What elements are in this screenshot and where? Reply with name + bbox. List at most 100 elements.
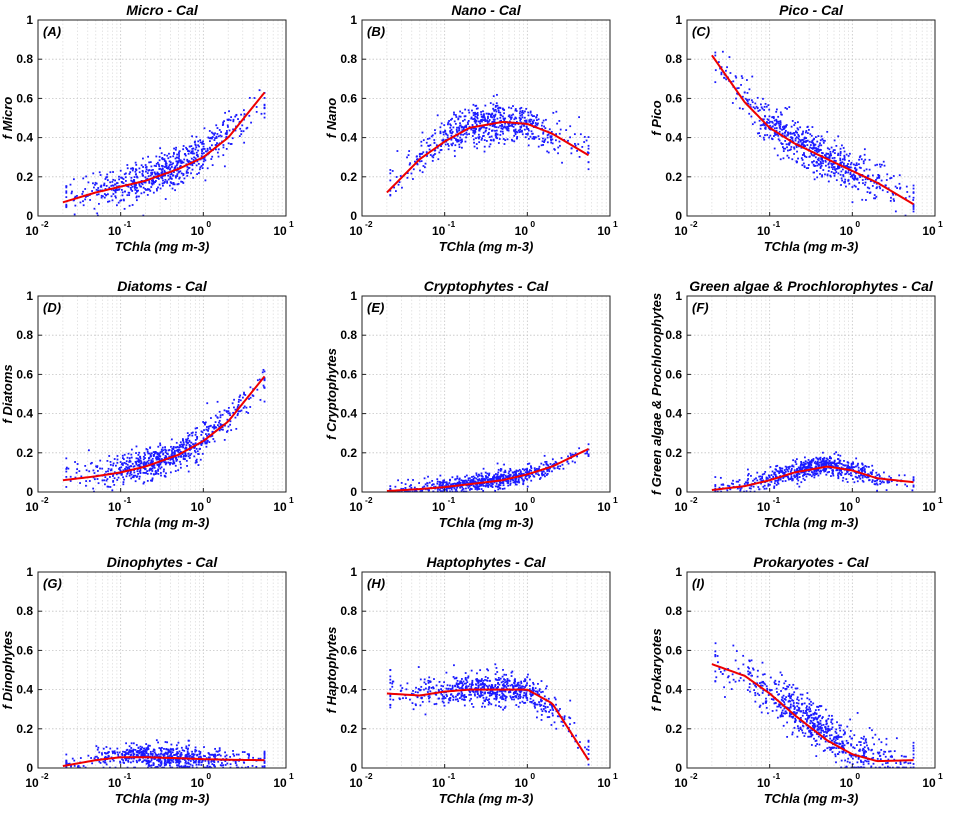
data-point [796,469,798,472]
data-point [459,122,461,125]
data-point [888,475,891,478]
data-point [164,741,167,743]
data-point [153,171,156,174]
x-axis-label: TChla (mg m-3) [764,515,859,530]
data-point [166,741,169,744]
data-point [523,125,525,127]
data-point [486,122,489,124]
data-point [143,181,145,184]
data-point [226,118,229,121]
data-point [515,477,518,480]
data-point [182,454,185,457]
data-point [485,484,487,487]
data-point [232,120,235,123]
data-point [746,92,749,94]
data-point [202,147,205,150]
data-point [863,169,866,172]
data-point [104,188,107,190]
panel-title: Micro - Cal [126,2,199,18]
data-point [458,477,461,480]
data-point [247,766,250,768]
data-point [231,137,234,140]
data-point [848,473,850,476]
data-point [806,473,809,475]
data-point [169,167,172,170]
data-point [817,469,820,472]
data-point [534,124,537,127]
data-point [200,430,203,433]
data-point [843,181,846,184]
data-point [847,163,849,165]
data-point [853,184,856,187]
data-point [803,463,806,466]
data-point [492,95,495,98]
data-point [473,120,476,123]
data-point [825,459,828,462]
data-point [187,470,190,473]
data-point [483,150,486,153]
data-point [128,465,131,468]
data-point [480,111,482,113]
data-point [229,755,232,758]
data-point [545,463,548,466]
data-point [135,195,138,198]
data-point [528,470,530,473]
data-point [823,456,826,459]
data-point [546,472,549,475]
data-point [449,126,452,129]
data-point [231,402,234,405]
data-point [484,130,487,133]
y-tick-label: 0 [675,209,682,223]
data-point [513,129,515,132]
data-point [533,138,536,140]
data-point [163,474,166,477]
data-point [493,475,496,478]
data-point [159,147,162,150]
data-point [525,107,528,110]
data-point [460,485,463,488]
data-point [796,476,799,479]
data-point [176,458,179,461]
data-point [170,182,173,185]
data-point [766,134,769,136]
data-point [65,185,68,188]
data-point [421,486,424,489]
data-point [121,463,123,466]
data-point [812,143,815,146]
data-point [224,424,226,427]
data-point [189,454,192,457]
data-point [130,465,133,468]
data-point [542,119,545,122]
data-point [795,144,798,147]
data-point [218,419,221,422]
data-point [717,61,720,63]
data-point [129,470,132,472]
data-point [829,152,832,155]
data-point [544,475,546,478]
data-point [837,167,839,169]
data-point [433,139,436,141]
data-point [389,179,392,182]
data-point [495,102,498,105]
data-point [472,477,475,480]
data-point [857,462,859,465]
data-point [188,145,191,148]
data-point [134,188,137,191]
data-point [194,439,197,441]
data-point [227,406,230,409]
data-point [894,210,897,213]
data-point [157,163,160,166]
data-point [774,132,777,134]
data-point [65,191,68,194]
data-point [221,762,223,764]
data-point [756,479,759,482]
data-point [769,120,771,123]
data-point [177,161,180,164]
data-point [879,480,882,483]
data-point [797,466,800,469]
data-point [524,475,527,478]
data-point [497,468,500,471]
data-point [567,455,569,458]
data-point [813,165,816,167]
data-point [504,139,507,142]
